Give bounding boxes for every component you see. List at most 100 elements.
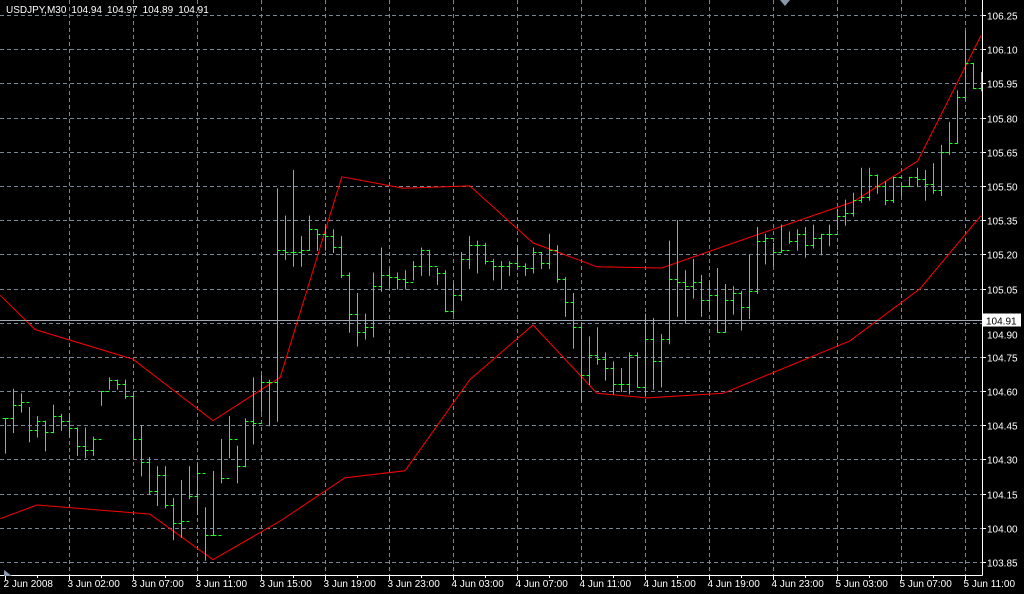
ohlc-bar bbox=[578, 322, 585, 402]
chart-header: USDJPY,M30 104.94 104.97 104.89 104.91 bbox=[6, 5, 214, 16]
ohlc-bar bbox=[514, 247, 521, 269]
ohlc-bar bbox=[26, 402, 33, 443]
ohlc-bar bbox=[946, 122, 953, 156]
ohlc-bar bbox=[410, 261, 417, 283]
ohlc-bar bbox=[770, 238, 777, 267]
ohlc-bar bbox=[202, 473, 209, 561]
y-tick-label: 104.45 bbox=[987, 422, 1018, 433]
ohlc-bar bbox=[42, 420, 49, 452]
ohlc-bar bbox=[698, 274, 705, 317]
ohlc-bar bbox=[450, 283, 457, 315]
ohlc-bar bbox=[458, 252, 465, 301]
ohlc-bar bbox=[850, 192, 857, 217]
ohlc-bar bbox=[642, 313, 649, 397]
ohlc-bar bbox=[114, 379, 121, 390]
ohlc-bar bbox=[658, 334, 665, 388]
chart-shift-marker-icon[interactable] bbox=[780, 0, 790, 6]
ohlc-bar bbox=[506, 261, 513, 276]
y-tick-label: 104.00 bbox=[987, 525, 1018, 536]
ohlc-bar bbox=[66, 413, 73, 438]
ohlc-bar bbox=[2, 418, 9, 454]
ohlc-bar bbox=[730, 286, 737, 315]
low-value: 104.89 bbox=[142, 5, 174, 16]
ohlc-bar bbox=[818, 233, 825, 256]
x-tick-label: 2 Jun 2008 bbox=[4, 579, 54, 590]
ohlc-bar bbox=[970, 62, 977, 89]
ohlc-bar bbox=[226, 416, 233, 479]
ohlc-bar bbox=[346, 272, 353, 333]
ohlc-bar bbox=[866, 167, 873, 201]
ohlc-bar bbox=[546, 233, 553, 269]
ohlc-bar bbox=[186, 466, 193, 522]
high-value: 104.97 bbox=[107, 5, 138, 16]
x-tick-label: 3 Jun 23:00 bbox=[388, 579, 441, 590]
ohlc-bar bbox=[498, 261, 505, 290]
ohlc-bar bbox=[82, 427, 89, 459]
ohlc-bar bbox=[666, 240, 673, 345]
ohlc-bar bbox=[858, 167, 865, 203]
ohlc-bar bbox=[418, 247, 425, 276]
ohlc-bar bbox=[802, 226, 809, 258]
ohlc-bar bbox=[170, 498, 177, 541]
ohlc-bar bbox=[954, 90, 961, 144]
ohlc-bar bbox=[882, 181, 889, 206]
ohlc-bar bbox=[834, 208, 841, 235]
ohlc-bar bbox=[762, 233, 769, 265]
ohlc-bar bbox=[362, 313, 369, 340]
ohlc-bar bbox=[594, 327, 601, 365]
x-tick-label: 4 Jun 11:00 bbox=[580, 579, 632, 590]
ohlc-bar bbox=[794, 229, 801, 251]
ohlc-bar bbox=[354, 293, 361, 347]
ohlc-bar bbox=[602, 352, 609, 381]
ohlc-bar bbox=[530, 247, 537, 274]
ohlc-bar bbox=[50, 404, 57, 434]
ohlc-bar bbox=[690, 258, 697, 299]
ohlc-bar bbox=[778, 224, 785, 254]
ohlc-bar bbox=[282, 215, 289, 260]
ohlc-bar bbox=[674, 220, 681, 317]
x-tick-label: 5 Jun 03:00 bbox=[836, 579, 889, 590]
ohlc-bar bbox=[898, 177, 905, 197]
y-tick-label: 106.25 bbox=[987, 12, 1018, 23]
envelope-upper-line bbox=[0, 35, 982, 422]
ohlc-bar bbox=[242, 418, 249, 468]
ohlc-bar bbox=[266, 379, 273, 427]
close-value: 104.91 bbox=[178, 5, 209, 16]
y-tick-label: 105.50 bbox=[987, 183, 1018, 194]
ohlc-bar bbox=[370, 272, 377, 338]
ohlc-bar bbox=[562, 277, 569, 317]
x-tick-label: 3 Jun 11:00 bbox=[196, 579, 248, 590]
ohlc-bar bbox=[618, 368, 625, 393]
x-tick-label: 5 Jun 11:00 bbox=[964, 579, 1016, 590]
ohlc-bar bbox=[682, 270, 689, 324]
ohlc-bar bbox=[522, 263, 529, 276]
scroll-marker-icon[interactable] bbox=[4, 570, 12, 576]
ohlc-bar bbox=[34, 416, 41, 438]
ohlc-bar bbox=[634, 352, 641, 388]
ohlc-bar bbox=[874, 174, 881, 194]
ohlc-bar bbox=[914, 167, 921, 187]
ohlc-bar bbox=[106, 377, 113, 392]
ohlc-bar bbox=[962, 30, 969, 101]
ohlc-bar bbox=[10, 388, 17, 434]
ohlc-bar bbox=[810, 224, 817, 249]
ohlc-bar bbox=[922, 169, 929, 201]
ohlc-bar bbox=[466, 236, 473, 269]
ohlc-bar bbox=[90, 436, 97, 456]
current-price-label: 104.91 bbox=[986, 317, 1017, 328]
ohlc-bar bbox=[722, 283, 729, 333]
ohlc-bar bbox=[122, 379, 129, 399]
ohlc-bar bbox=[626, 352, 633, 395]
y-tick-label: 104.15 bbox=[987, 491, 1018, 502]
ohlc-bar bbox=[754, 226, 761, 295]
y-tick-label: 104.90 bbox=[987, 331, 1018, 342]
ohlc-bar bbox=[146, 457, 153, 495]
x-tick-label: 4 Jun 23:00 bbox=[772, 579, 825, 590]
x-tick-label: 5 Jun 07:00 bbox=[900, 579, 953, 590]
symbol-label: USDJPY,M30 bbox=[6, 5, 67, 16]
ohlc-bar bbox=[650, 318, 657, 390]
y-tick-label: 105.20 bbox=[987, 251, 1018, 262]
ohlc-bar bbox=[58, 413, 65, 431]
